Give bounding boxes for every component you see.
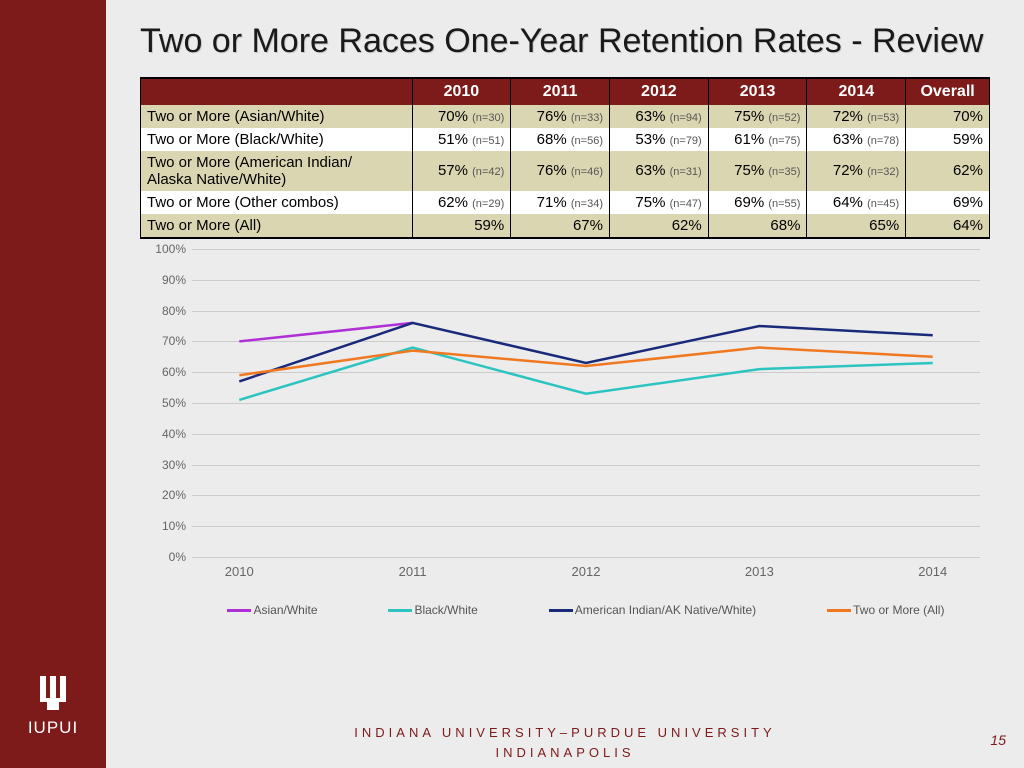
table-cell: 68% (n=56): [511, 128, 610, 151]
table-cell: 62%: [609, 214, 708, 238]
table-header: 2014: [807, 78, 906, 105]
table-cell: 61% (n=75): [708, 128, 807, 151]
grid-line: [192, 557, 980, 558]
table-cell: 76% (n=46): [511, 151, 610, 192]
y-axis-label: 10%: [150, 519, 186, 533]
table-cell: 59%: [412, 214, 511, 238]
table-cell: 62% (n=29): [412, 191, 511, 214]
legend-swatch: [227, 609, 251, 612]
retention-chart: 0% 10% 20% 30% 40% 50% 60% 70% 80% 90% 100% 2010 201…: [140, 241, 990, 621]
table-cell: 53% (n=79): [609, 128, 708, 151]
y-axis-label: 60%: [150, 365, 186, 379]
row-label: Two or More (Other combos): [141, 191, 413, 214]
legend-item: Asian/White: [227, 603, 317, 617]
overall-cell: 59%: [906, 128, 990, 151]
table-cell: 64% (n=45): [807, 191, 906, 214]
x-axis-label: 2014: [918, 564, 947, 579]
legend-swatch: [549, 609, 573, 612]
overall-cell: 62%: [906, 151, 990, 192]
chart-legend: Asian/White Black/White American Indian/AK…: [192, 603, 980, 617]
table-cell: 72% (n=53): [807, 105, 906, 128]
y-axis-label: 30%: [150, 458, 186, 472]
footer: INDIANA UNIVERSITY–PURDUE UNIVERSITY IND…: [106, 723, 1024, 762]
series-line: [239, 348, 932, 400]
legend-swatch: [827, 609, 851, 612]
table-header: 2011: [511, 78, 610, 105]
table-cell: 63% (n=31): [609, 151, 708, 192]
row-label: Two or More (Asian/White): [141, 105, 413, 128]
table-row: Two or More (Black/White)51% (n=51)68% (…: [141, 128, 990, 151]
table-cell: 72% (n=32): [807, 151, 906, 192]
legend-label: Asian/White: [253, 603, 317, 617]
table-cell: 51% (n=51): [412, 128, 511, 151]
x-axis-label: 2010: [225, 564, 254, 579]
retention-table: 20102011201220132014Overall Two or More …: [140, 77, 990, 240]
logo-text: IUPUI: [0, 718, 106, 738]
table-row: Two or More (American Indian/Alaska Nati…: [141, 151, 990, 192]
y-axis-label: 40%: [150, 427, 186, 441]
sidebar: IUPUI: [0, 0, 106, 768]
row-label: Two or More (American Indian/Alaska Nati…: [141, 151, 413, 192]
table-cell: 70% (n=30): [412, 105, 511, 128]
table-header: 2010: [412, 78, 511, 105]
y-axis-label: 50%: [150, 396, 186, 410]
y-axis-label: 0%: [150, 550, 186, 564]
legend-label: Black/White: [414, 603, 477, 617]
table-cell: 63% (n=94): [609, 105, 708, 128]
y-axis-label: 80%: [150, 304, 186, 318]
footer-line2: INDIANAPOLIS: [106, 743, 1024, 763]
series-line: [239, 348, 932, 376]
footer-line1: INDIANA UNIVERSITY–PURDUE UNIVERSITY: [106, 723, 1024, 743]
table-cell: 67%: [511, 214, 610, 238]
table-header: 2013: [708, 78, 807, 105]
y-axis-label: 70%: [150, 334, 186, 348]
legend-item: Two or More (All): [827, 603, 944, 617]
table-row: Two or More (Other combos)62% (n=29)71% …: [141, 191, 990, 214]
legend-label: Two or More (All): [853, 603, 944, 617]
table-cell: 75% (n=47): [609, 191, 708, 214]
x-axis-label: 2011: [399, 564, 427, 579]
chart-lines: [192, 249, 980, 557]
logo: IUPUI: [0, 672, 106, 738]
table-cell: 76% (n=33): [511, 105, 610, 128]
legend-item: Black/White: [388, 603, 477, 617]
overall-cell: 70%: [906, 105, 990, 128]
table-cell: 65%: [807, 214, 906, 238]
table-cell: 57% (n=42): [412, 151, 511, 192]
table-cell: 68%: [708, 214, 807, 238]
table-cell: 69% (n=55): [708, 191, 807, 214]
table-row: Two or More (Asian/White)70% (n=30)76% (…: [141, 105, 990, 128]
page-title: Two or More Races One-Year Retention Rat…: [140, 20, 990, 63]
page-number: 15: [990, 732, 1006, 748]
overall-cell: 64%: [906, 214, 990, 238]
table-row: Two or More (All)59%67%62%68%65%64%: [141, 214, 990, 238]
overall-cell: 69%: [906, 191, 990, 214]
y-axis-label: 20%: [150, 488, 186, 502]
table-cell: 75% (n=52): [708, 105, 807, 128]
table-header: 2012: [609, 78, 708, 105]
y-axis-label: 90%: [150, 273, 186, 287]
y-axis-label: 100%: [150, 242, 186, 256]
trident-icon: [36, 672, 70, 714]
table-header: [141, 78, 413, 105]
table-cell: 71% (n=34): [511, 191, 610, 214]
row-label: Two or More (Black/White): [141, 128, 413, 151]
legend-item: American Indian/AK Native/White): [549, 603, 756, 617]
x-axis-label: 2013: [745, 564, 774, 579]
legend-label: American Indian/AK Native/White): [575, 603, 756, 617]
table-cell: 63% (n=78): [807, 128, 906, 151]
table-header: Overall: [906, 78, 990, 105]
legend-swatch: [388, 609, 412, 612]
row-label: Two or More (All): [141, 214, 413, 238]
content-area: Two or More Races One-Year Retention Rat…: [106, 0, 1024, 768]
table-cell: 75% (n=35): [708, 151, 807, 192]
x-axis-label: 2012: [572, 564, 601, 579]
